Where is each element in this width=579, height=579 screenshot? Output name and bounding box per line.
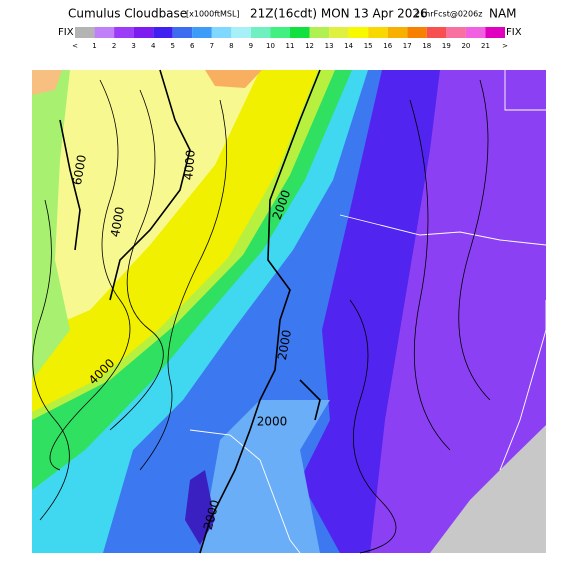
map	[32, 69, 547, 554]
colorbar-label: 13	[325, 42, 334, 50]
fix-right: FIX	[506, 27, 522, 38]
region-orange-2	[32, 70, 62, 95]
colorbar-swatch	[153, 27, 173, 38]
region-orange	[205, 70, 262, 88]
colorbar-label: 3	[131, 42, 135, 50]
contour-label: 6000	[70, 154, 89, 187]
state-border	[504, 70, 546, 111]
colorbar-label: 20	[461, 42, 470, 50]
time: 21Z(16cdt) MON 13 Apr 2026	[250, 7, 428, 21]
forecast: 21hrFcst@0206z	[415, 10, 482, 19]
colorbar-label: 12	[305, 42, 314, 50]
state-border	[339, 214, 547, 246]
colorbar-swatch	[368, 27, 388, 38]
colorbar-swatch	[485, 27, 505, 38]
contour	[409, 99, 451, 451]
model: NAM	[489, 7, 517, 21]
contour	[458, 79, 491, 401]
contour	[59, 119, 81, 251]
state-border	[189, 429, 301, 554]
colorbar-swatch	[250, 27, 271, 38]
contour	[139, 99, 228, 471]
colorbar-swatch	[231, 27, 251, 38]
colorbar-swatch	[387, 27, 408, 38]
colorbar-label: 4	[151, 42, 156, 50]
region-gulf	[430, 425, 546, 553]
colorbar-label: 8	[229, 42, 233, 50]
colorbar-label: 5	[170, 42, 174, 50]
colorbar-swatch	[270, 27, 290, 38]
colorbar-swatch	[133, 27, 154, 38]
colorbar-swatch	[465, 27, 486, 38]
contour-label: 4000	[108, 206, 127, 239]
colorbar-swatch	[172, 27, 193, 38]
contour	[299, 379, 321, 421]
colorbar-label: 17	[403, 42, 412, 50]
contour-label: 2000	[257, 415, 288, 429]
colorbar-label: 16	[383, 42, 392, 50]
colorbar-swatch	[329, 27, 349, 38]
colorbar-label: 10	[266, 42, 275, 50]
contour-label: 4000	[181, 149, 198, 181]
title: Cumulus Cloudbase	[68, 7, 187, 21]
colorbar-swatch	[211, 27, 232, 38]
contour	[49, 79, 131, 471]
colorbar-label: 18	[422, 42, 431, 50]
colorbar-label: 7	[210, 42, 214, 50]
state-border	[499, 300, 547, 471]
colorbar-label: 6	[190, 42, 195, 50]
colorbar-swatch	[94, 27, 115, 38]
colorbar-label: 2	[112, 42, 116, 50]
colorbar-swatch	[407, 27, 427, 38]
colorbar-label: 14	[344, 42, 353, 50]
colorbar-swatch	[446, 27, 466, 38]
region-lightblue	[200, 400, 330, 553]
colorbar-swatch	[348, 27, 369, 38]
colorbar-label: 11	[286, 42, 295, 50]
contour	[109, 69, 191, 301]
colorbar-label: 21	[481, 42, 490, 50]
contour	[199, 69, 321, 554]
region-paleyellow	[32, 70, 260, 335]
contour-label: 2000	[275, 329, 294, 362]
colorbar-label: 15	[364, 42, 373, 50]
contour	[109, 89, 164, 431]
colorbar-swatch	[309, 27, 330, 38]
colorbar-label: 1	[92, 42, 96, 50]
units: [x1000ftMSL]	[186, 10, 240, 19]
colorbar-swatch	[75, 27, 95, 38]
contour	[32, 199, 70, 521]
colorbar-swatch	[290, 27, 310, 38]
colorbar: <1 2 3 4 5 6 7 8 9 10 11 12 13 14 15 16 17 18 19 20 21 >	[72, 27, 508, 50]
colorbar-swatch	[114, 27, 134, 38]
colorbar-label: <	[72, 42, 78, 50]
fix-left: FIX	[58, 27, 74, 38]
colorbar-label: 9	[249, 42, 253, 50]
region-lightgreen	[32, 70, 70, 380]
colorbar-swatch	[192, 27, 212, 38]
colorbar-label: 19	[442, 42, 451, 50]
colorbar-label: >	[502, 42, 508, 50]
colorbar-swatch	[426, 27, 447, 38]
contour	[349, 299, 397, 554]
